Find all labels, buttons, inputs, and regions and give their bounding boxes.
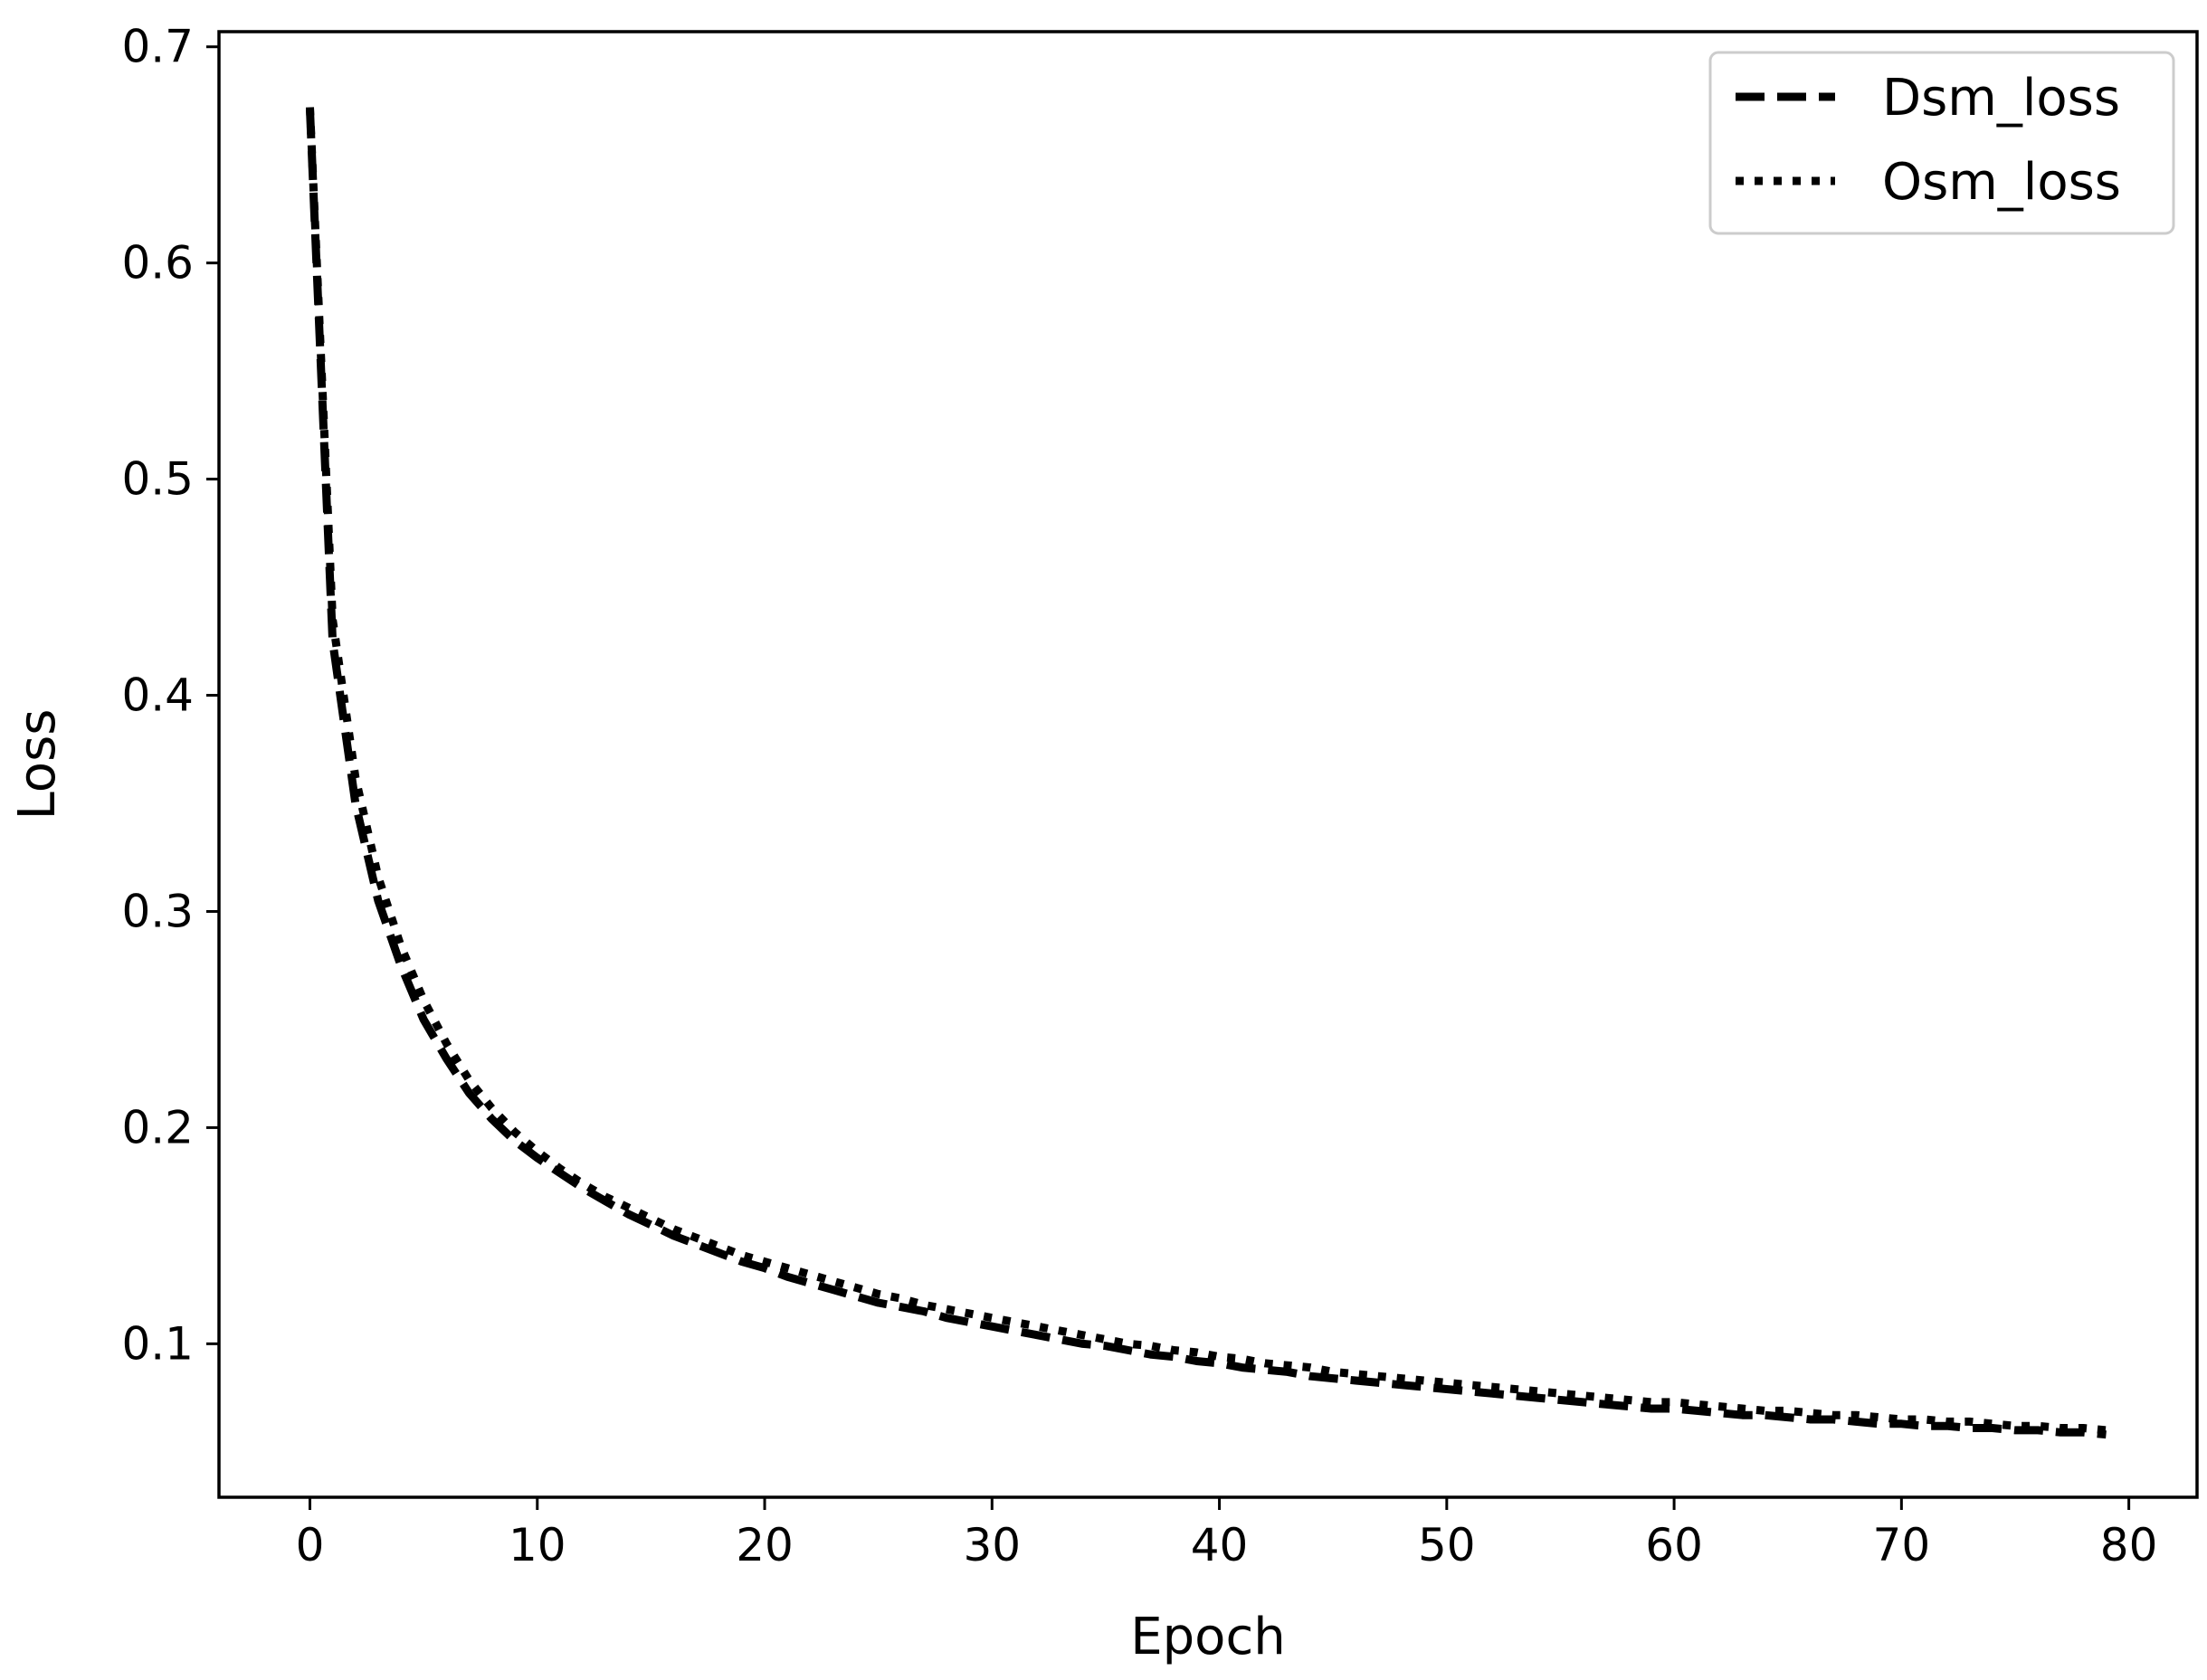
x-tick-label: 70 — [1873, 1519, 1931, 1571]
y-axis: 0.1 0.2 0.3 0.4 0.5 0.6 0.7 — [121, 21, 219, 1370]
x-tick-label: 30 — [963, 1519, 1021, 1571]
y-tick-label: 0.2 — [121, 1101, 194, 1153]
x-tick-label: 0 — [296, 1519, 325, 1571]
plot-area-frame — [217, 30, 2199, 1499]
x-tick-label: 80 — [2100, 1519, 2158, 1571]
x-tick-label: 60 — [1645, 1519, 1703, 1571]
legend: Dsm_loss Osm_loss — [1708, 51, 2175, 235]
x-axis-label: Epoch — [1130, 1608, 1285, 1666]
legend-label-dsm-loss: Dsm_loss — [1882, 69, 2120, 128]
x-axis: 0 10 20 30 40 50 60 70 80 — [296, 1497, 2158, 1571]
y-tick-label: 0.5 — [121, 453, 194, 506]
y-tick-label: 0.3 — [121, 885, 194, 937]
y-tick-label: 0.6 — [121, 237, 194, 289]
x-tick-label: 50 — [1418, 1519, 1476, 1571]
series-line-dsm-loss — [306, 109, 2107, 1439]
y-tick-label: 0.4 — [121, 669, 194, 722]
x-tick-label: 10 — [509, 1519, 566, 1571]
x-tick-label: 40 — [1191, 1519, 1249, 1571]
x-tick-label: 20 — [736, 1519, 794, 1571]
y-axis-label: Loss — [8, 709, 67, 821]
y-tick-label: 0.1 — [121, 1317, 194, 1370]
legend-label-osm-loss: Osm_loss — [1882, 153, 2121, 212]
series-layer — [306, 107, 2107, 1439]
y-tick-label: 0.7 — [121, 21, 194, 73]
series-line-osm-loss — [306, 107, 2107, 1435]
